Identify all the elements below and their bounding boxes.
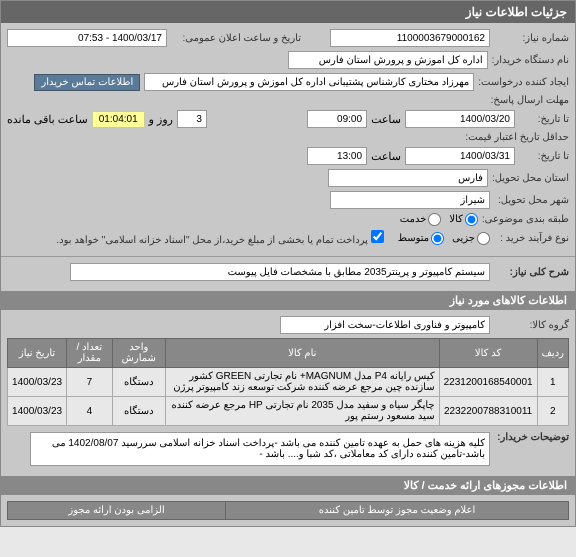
summary: سیستم کامپیوتر و پرینتر2035 مطابق با مشخ… (70, 263, 490, 281)
cell-code: 2232200788310011 (439, 397, 537, 426)
payment-checkbox[interactable] (371, 230, 384, 243)
group-label: گروه کالا: (494, 320, 569, 331)
radio-goods-input[interactable] (465, 213, 478, 226)
radio-mid-input[interactable] (431, 232, 444, 245)
items-table: ردیف کد کالا نام کالا واحد شمارش تعداد /… (7, 338, 569, 426)
deadline-date: 1400/03/20 (405, 110, 515, 128)
countdown-timer: 01:04:01 (92, 111, 145, 128)
group: کامپیوتر و فناوری اطلاعات-سخت افزار (280, 316, 490, 334)
cell-qty: 4 (67, 397, 113, 426)
radio-mid-label: متوسط (398, 233, 429, 244)
until-label: تا تاریخ: (519, 114, 569, 125)
items-header: اطلاعات کالاهای مورد نیاز (1, 291, 575, 310)
validity-date: 1400/03/31 (405, 147, 515, 165)
cell-row: 1 (537, 368, 568, 397)
remain-label: ساعت باقی مانده (7, 113, 88, 126)
day-label: روز و (149, 113, 173, 126)
creator: مهرزاد مختاری کارشناس پشتیبانی اداره کل … (144, 73, 474, 91)
validity-until-label: تا تاریخ: (519, 151, 569, 162)
radio-service-label: خدمت (400, 214, 427, 225)
cell-name: کیس رایانه P4 مدل MAGNUM+ نام تجارتی GRE… (165, 368, 439, 397)
cell-name: چاپگر سیاه و سفید مدل 2035 نام تجارتی HP… (165, 397, 439, 426)
city-label: شهر محل تحویل: (494, 195, 569, 206)
radio-goods-label: کالا (449, 214, 463, 225)
permit-col-right: اعلام وضعیت مجوز توسط تامین کننده (226, 502, 569, 520)
cell-code: 2231200168540001 (439, 368, 537, 397)
permits-header: اطلاعات مجوزهای ارائه خدمت / کالا (1, 476, 575, 495)
col-name: نام کالا (165, 339, 439, 368)
deadline-time: 09:00 (307, 110, 367, 128)
col-qty: تعداد / مقدار (67, 339, 113, 368)
permit-col-left: الزامی بودن ارائه مجوز (8, 502, 226, 520)
validity-label: حداقل تاریخ اعتبار قیمت: (465, 132, 569, 143)
cell-unit: دستگاه (112, 368, 165, 397)
table-row: 12231200168540001کیس رایانه P4 مدل MAGNU… (8, 368, 569, 397)
need-number-label: شماره نیاز: (494, 33, 569, 44)
cell-date: 1400/03/23 (8, 397, 67, 426)
buyer-org-label: نام دستگاه خریدار: (492, 55, 569, 66)
cell-unit: دستگاه (112, 397, 165, 426)
payment-note: پرداخت تمام یا بخشی از مبلغ خرید،از محل … (56, 230, 383, 246)
contact-button[interactable]: اطلاعات تماس خریدار (34, 74, 140, 91)
time-label-1: ساعت (371, 113, 401, 126)
summary-label: شرح کلی نیاز: (494, 267, 569, 278)
col-unit: واحد شمارش (112, 339, 165, 368)
time-label-2: ساعت (371, 150, 401, 163)
buytype-label: نوع فرآیند خرید : (494, 233, 569, 244)
announce-value: 1400/03/17 - 07:53 (7, 29, 167, 47)
buyer-notes-label: توضیحات خریدار: (494, 432, 569, 443)
col-date: تاریخ نیاز (8, 339, 67, 368)
cell-date: 1400/03/23 (8, 368, 67, 397)
radio-service[interactable]: خدمت (400, 213, 442, 226)
buyer-notes: کلیه هزینه های حمل به عهده تامین کننده م… (30, 432, 490, 466)
need-number: 1100003679000162 (330, 29, 490, 47)
payment-note-text: پرداخت تمام یا بخشی از مبلغ خرید،از محل … (56, 235, 368, 246)
cell-qty: 7 (67, 368, 113, 397)
col-code: کد کالا (439, 339, 537, 368)
budget-label: طبقه بندی موضوعی: (482, 214, 569, 225)
announce-label: تاریخ و ساعت اعلان عمومی: (171, 33, 301, 44)
radio-low-input[interactable] (477, 232, 490, 245)
radio-low-label: جزیی (452, 233, 475, 244)
radio-service-input[interactable] (428, 213, 441, 226)
col-row: ردیف (537, 339, 568, 368)
radio-low[interactable]: جزیی (452, 232, 490, 245)
permits-table: اعلام وضعیت مجوز توسط تامین کننده الزامی… (7, 501, 569, 520)
buyer-org: اداره کل اموزش و پرورش استان فارس (288, 51, 488, 69)
days-remain: 3 (177, 110, 207, 128)
province-label: استان محل تحویل: (492, 173, 569, 184)
radio-goods[interactable]: کالا (449, 213, 478, 226)
radio-mid[interactable]: متوسط (398, 232, 444, 245)
city: شیراز (330, 191, 490, 209)
deadline-label: مهلت ارسال پاسخ: (491, 95, 569, 106)
validity-time: 13:00 (307, 147, 367, 165)
page-header: جزئیات اطلاعات نیاز (1, 1, 575, 23)
creator-label: ایجاد کننده درخواست: (478, 77, 569, 88)
province: فارس (328, 169, 488, 187)
cell-row: 2 (537, 397, 568, 426)
table-row: 22232200788310011چاپگر سیاه و سفید مدل 2… (8, 397, 569, 426)
